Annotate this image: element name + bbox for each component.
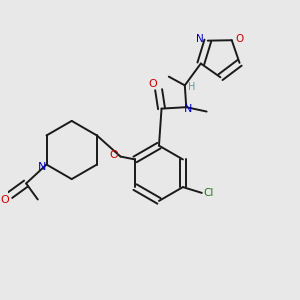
Text: N: N (184, 103, 192, 114)
Text: Cl: Cl (203, 188, 213, 198)
Text: N: N (196, 34, 203, 44)
Text: H: H (188, 82, 196, 92)
Text: N: N (38, 163, 46, 172)
Text: O: O (110, 150, 118, 160)
Text: O: O (0, 195, 9, 205)
Text: O: O (235, 34, 243, 44)
Text: O: O (148, 80, 157, 89)
